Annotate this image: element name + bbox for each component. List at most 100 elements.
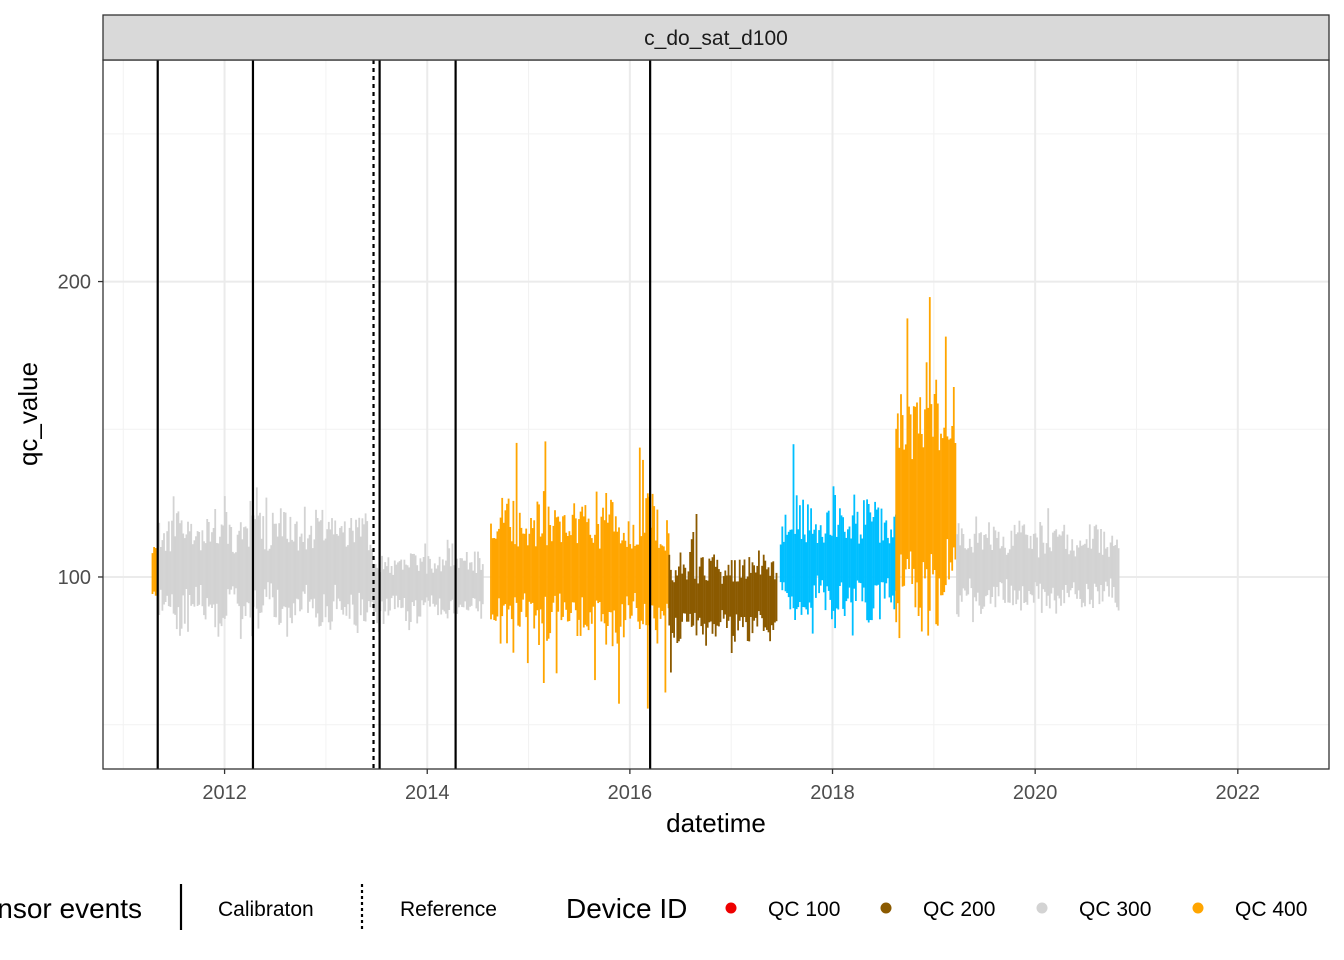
data-point: [276, 536, 279, 590]
data-point: [571, 514, 574, 603]
data-point: [339, 527, 341, 602]
data-point: [944, 336, 947, 586]
data-point: [506, 503, 508, 644]
data-point: [684, 567, 687, 614]
data-point: [874, 501, 876, 586]
data-point: [1012, 545, 1014, 606]
data-point: [586, 522, 588, 627]
data-point: [398, 561, 401, 600]
data-point: [364, 513, 367, 622]
data-point: [896, 413, 899, 604]
data-point: [819, 525, 822, 586]
data-point: [539, 536, 542, 610]
data-point: [1021, 525, 1024, 587]
data-point: [287, 542, 290, 608]
data-point: [745, 578, 747, 623]
data-point: [211, 532, 213, 608]
data-point: [340, 526, 343, 610]
data-point: [706, 580, 709, 628]
data-point: [570, 535, 572, 613]
data-point: [1055, 529, 1058, 614]
data-point: [885, 520, 888, 584]
y-tick-label: 200: [58, 272, 91, 294]
data-point: [808, 530, 811, 603]
data-point: [690, 539, 693, 627]
legend-qc-label: QC 300: [1079, 898, 1151, 921]
data-point: [621, 540, 624, 605]
data-point: [758, 550, 760, 612]
data-point: [294, 523, 297, 616]
data-point: [558, 521, 561, 594]
data-point: [1028, 548, 1030, 591]
data-point: [656, 509, 659, 644]
data-points: [151, 297, 1120, 709]
data-point: [1076, 545, 1078, 599]
data-point: [637, 544, 640, 622]
data-point: [786, 534, 788, 593]
facet-strip-label: c_do_sat_d100: [644, 27, 788, 50]
data-point: [614, 516, 617, 633]
data-point: [912, 406, 915, 569]
data-point: [363, 524, 365, 621]
data-point: [834, 495, 836, 629]
data-point: [839, 508, 841, 586]
data-point: [473, 551, 476, 599]
data-point: [191, 544, 194, 605]
data-point: [536, 501, 539, 611]
data-point: [424, 543, 427, 603]
data-point: [347, 545, 349, 605]
data-point: [351, 530, 354, 605]
data-point: [180, 520, 183, 629]
data-point: [177, 511, 180, 608]
data-point: [646, 493, 649, 709]
data-point: [523, 533, 526, 594]
data-point: [445, 560, 447, 614]
data-point: [759, 574, 762, 615]
data-point: [816, 543, 819, 576]
data-point: [975, 516, 978, 602]
data-point: [219, 536, 221, 624]
data-point: [461, 558, 463, 607]
data-point: [406, 565, 409, 612]
data-point: [265, 497, 268, 597]
data-point: [358, 517, 361, 593]
x-tick-label: 2020: [1013, 782, 1058, 804]
data-point: [303, 506, 306, 594]
data-point: [869, 512, 872, 620]
data-point: [405, 564, 407, 621]
data-point: [1016, 532, 1019, 600]
data-point: [626, 546, 628, 597]
data-point: [342, 532, 345, 615]
data-point: [1112, 546, 1115, 587]
data-point: [908, 406, 910, 569]
data-point: [257, 515, 260, 629]
data-point: [847, 529, 849, 599]
data-point: [602, 507, 604, 615]
data-point: [799, 505, 801, 602]
data-point: [664, 550, 667, 693]
data-point: [289, 516, 292, 618]
data-point: [182, 533, 185, 596]
data-point: [898, 447, 901, 639]
data-point: [692, 532, 695, 626]
data-point: [453, 565, 455, 614]
data-point: [906, 318, 909, 559]
data-point: [1117, 548, 1120, 611]
data-point: [594, 534, 596, 681]
data-point: [713, 554, 715, 625]
data-point: [643, 532, 646, 604]
data-point: [743, 559, 746, 617]
data-point: [525, 528, 528, 618]
data-point: [425, 573, 428, 598]
data-point: [611, 502, 614, 647]
data-point: [803, 534, 806, 608]
data-point: [286, 538, 289, 637]
data-point: [267, 550, 269, 583]
data-point: [802, 499, 804, 607]
data-point: [555, 517, 558, 674]
data-point: [722, 576, 725, 619]
data-point: [259, 512, 261, 613]
data-point: [438, 556, 441, 599]
data-point: [922, 447, 925, 563]
data-point: [437, 565, 439, 616]
